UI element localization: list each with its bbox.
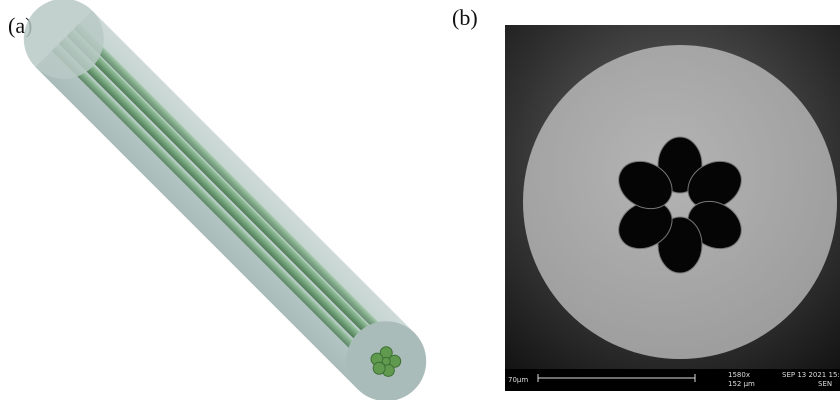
- fiber-render: [7, 0, 443, 400]
- rod: [74, 23, 402, 351]
- sem-image: 70µm 1580x 152 µm SEP 13 2021 15:5 SEN: [505, 25, 840, 391]
- magnification: 1580x: [728, 371, 750, 379]
- figure: (a) (b) 70µm 1580x 152 µm SE: [0, 0, 840, 400]
- rod: [67, 30, 396, 359]
- rod: [59, 37, 388, 366]
- fiber-cross-section: [523, 45, 837, 359]
- scale-bar-label: 70µm: [508, 376, 528, 384]
- field-width: 152 µm: [728, 380, 755, 388]
- detector: SEN: [818, 380, 832, 388]
- date: SEP 13 2021 15:5: [782, 371, 840, 379]
- panel-label: (b): [452, 5, 478, 30]
- rod: [52, 45, 380, 373]
